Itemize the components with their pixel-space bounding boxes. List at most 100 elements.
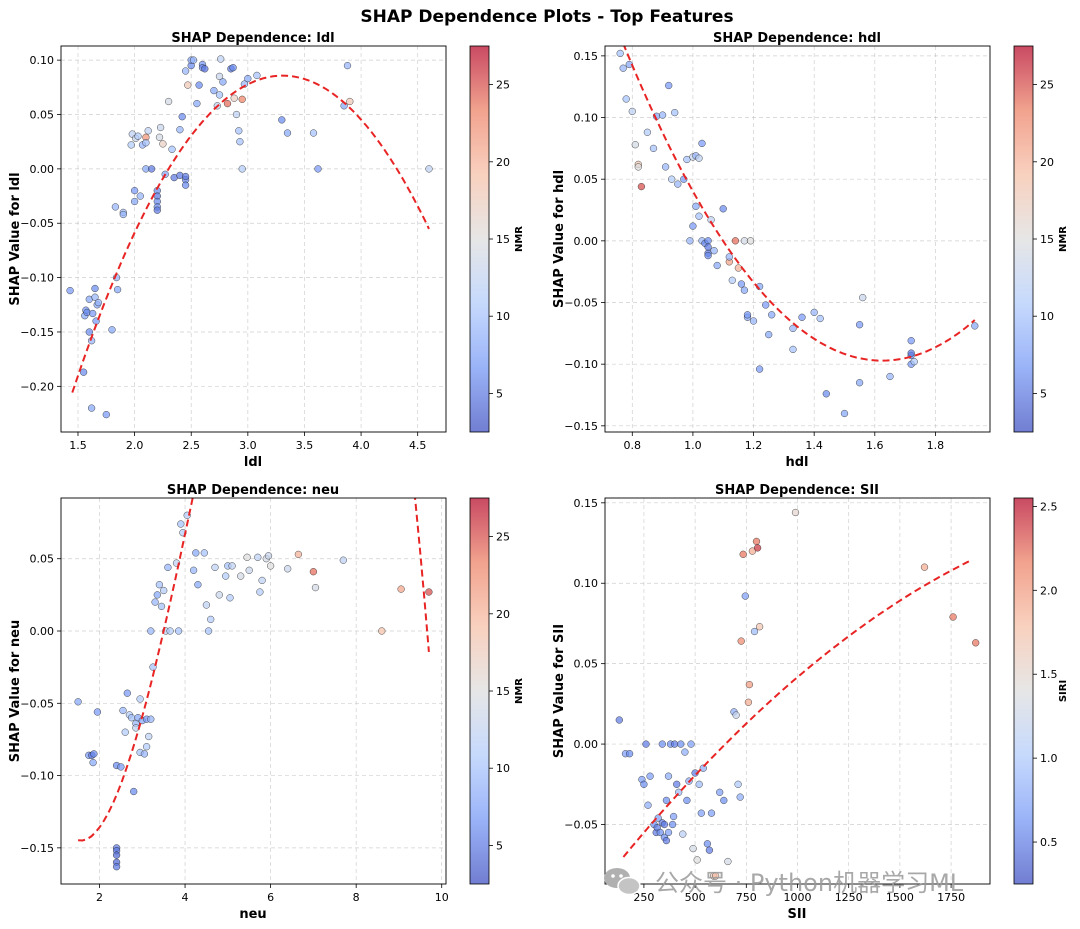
data-point [136, 695, 144, 703]
data-point [713, 261, 721, 270]
x-tick-label: 500 [685, 891, 706, 904]
y-tick-label: −0.05 [20, 697, 54, 710]
data-point [707, 809, 716, 817]
colorbar-tick-label: 5 [496, 839, 503, 852]
data-point [683, 796, 691, 805]
data-point [174, 627, 183, 635]
data-point [665, 81, 673, 90]
y-tick-label: 0.00 [574, 738, 599, 751]
colorbar-tick-label: 20 [496, 156, 510, 169]
data-point [753, 544, 762, 552]
data-point [184, 81, 192, 89]
data-point [284, 565, 292, 573]
y-tick-label: 0.05 [30, 109, 55, 122]
data-point [155, 133, 164, 141]
data-point [687, 740, 695, 748]
y-tick-label: 0.00 [30, 625, 55, 638]
data-point [745, 680, 754, 689]
data-point [622, 95, 630, 103]
data-point [744, 698, 753, 706]
data-point [910, 358, 918, 366]
subplot-title: SHAP Dependence: neu [167, 483, 339, 498]
data-point [189, 566, 198, 574]
y-tick-label: 0.10 [574, 112, 599, 125]
x-tick-label: 2 [96, 891, 103, 904]
data-point [631, 141, 639, 149]
x-tick-label: 6 [267, 891, 274, 904]
data-point [654, 814, 662, 822]
data-point [253, 71, 261, 80]
colorbar-tick-label: 20 [496, 608, 510, 621]
data-point [117, 763, 125, 771]
data-point [254, 553, 262, 561]
data-point [637, 182, 646, 191]
x-tick-label: 1.4 [805, 439, 823, 452]
data-point [737, 280, 746, 288]
data-point [194, 581, 202, 589]
figure-title: SHAP Dependence Plots - Top Features [360, 7, 733, 27]
subplot-title: SHAP Dependence: SII [715, 483, 879, 498]
data-point [743, 311, 752, 319]
data-point [127, 141, 135, 149]
data-point [245, 566, 253, 574]
data-point [204, 627, 213, 635]
data-point [278, 116, 286, 124]
data-point [147, 627, 155, 635]
data-point [736, 793, 744, 801]
data-point [217, 55, 225, 63]
data-point [309, 568, 318, 576]
data-point [625, 750, 634, 758]
data-point [724, 857, 732, 866]
data-point [725, 253, 733, 261]
data-point [907, 337, 915, 345]
data-point [311, 583, 320, 592]
data-point [211, 563, 219, 572]
data-point [232, 110, 241, 119]
data-point [91, 293, 99, 301]
data-point [230, 94, 238, 102]
y-axis-label: SHAP Value for hdl [552, 170, 567, 308]
data-point [93, 708, 102, 716]
data-point [140, 750, 149, 758]
data-point [181, 181, 190, 189]
data-point [677, 740, 685, 748]
colorbar-tick-label: 25 [1040, 79, 1054, 92]
data-point [147, 715, 155, 723]
y-axis-label: SHAP Value for ldl [8, 172, 23, 305]
colorbar-gradient [1013, 45, 1034, 433]
y-tick-label: 0.05 [30, 553, 55, 566]
data-point [156, 123, 165, 132]
subplot-title: SHAP Dependence: ldl [171, 31, 334, 46]
colorbar-gradient [469, 45, 490, 433]
x-tick-label: 2.5 [182, 439, 200, 452]
data-point [240, 80, 249, 88]
colorbar-tick-label: 15 [496, 233, 510, 246]
subplot-hdl: 0.8 1.0 1.2 1.4 1.6 1.8 −0.15 −0.10 −0.05 0.00 0.0… [552, 31, 1069, 470]
x-tick-label: 0.8 [624, 439, 642, 452]
y-tick-label: 0.05 [574, 658, 599, 671]
x-tick-label: 1250 [835, 891, 863, 904]
data-point [201, 65, 209, 73]
data-point [294, 550, 303, 559]
data-point [661, 163, 670, 171]
data-point [256, 588, 264, 596]
y-axis-label: SHAP Value for SII [552, 624, 567, 758]
data-point [673, 780, 681, 788]
data-point [159, 140, 167, 148]
data-point [698, 139, 706, 148]
x-tick-label: 1500 [886, 891, 914, 904]
data-point [229, 64, 237, 72]
data-point [147, 165, 156, 173]
data-point [397, 585, 405, 593]
data-point [616, 49, 624, 58]
y-tick-label: −0.15 [564, 420, 598, 433]
watermark-text: 公众号 · Python机器学习ML [655, 869, 964, 897]
data-point [309, 129, 318, 137]
data-point [178, 113, 186, 121]
data-point [789, 345, 797, 354]
data-point [343, 61, 352, 70]
y-tick-label: −0.15 [20, 326, 54, 339]
data-point [716, 788, 724, 796]
data-point [238, 165, 246, 173]
data-point [145, 732, 153, 741]
